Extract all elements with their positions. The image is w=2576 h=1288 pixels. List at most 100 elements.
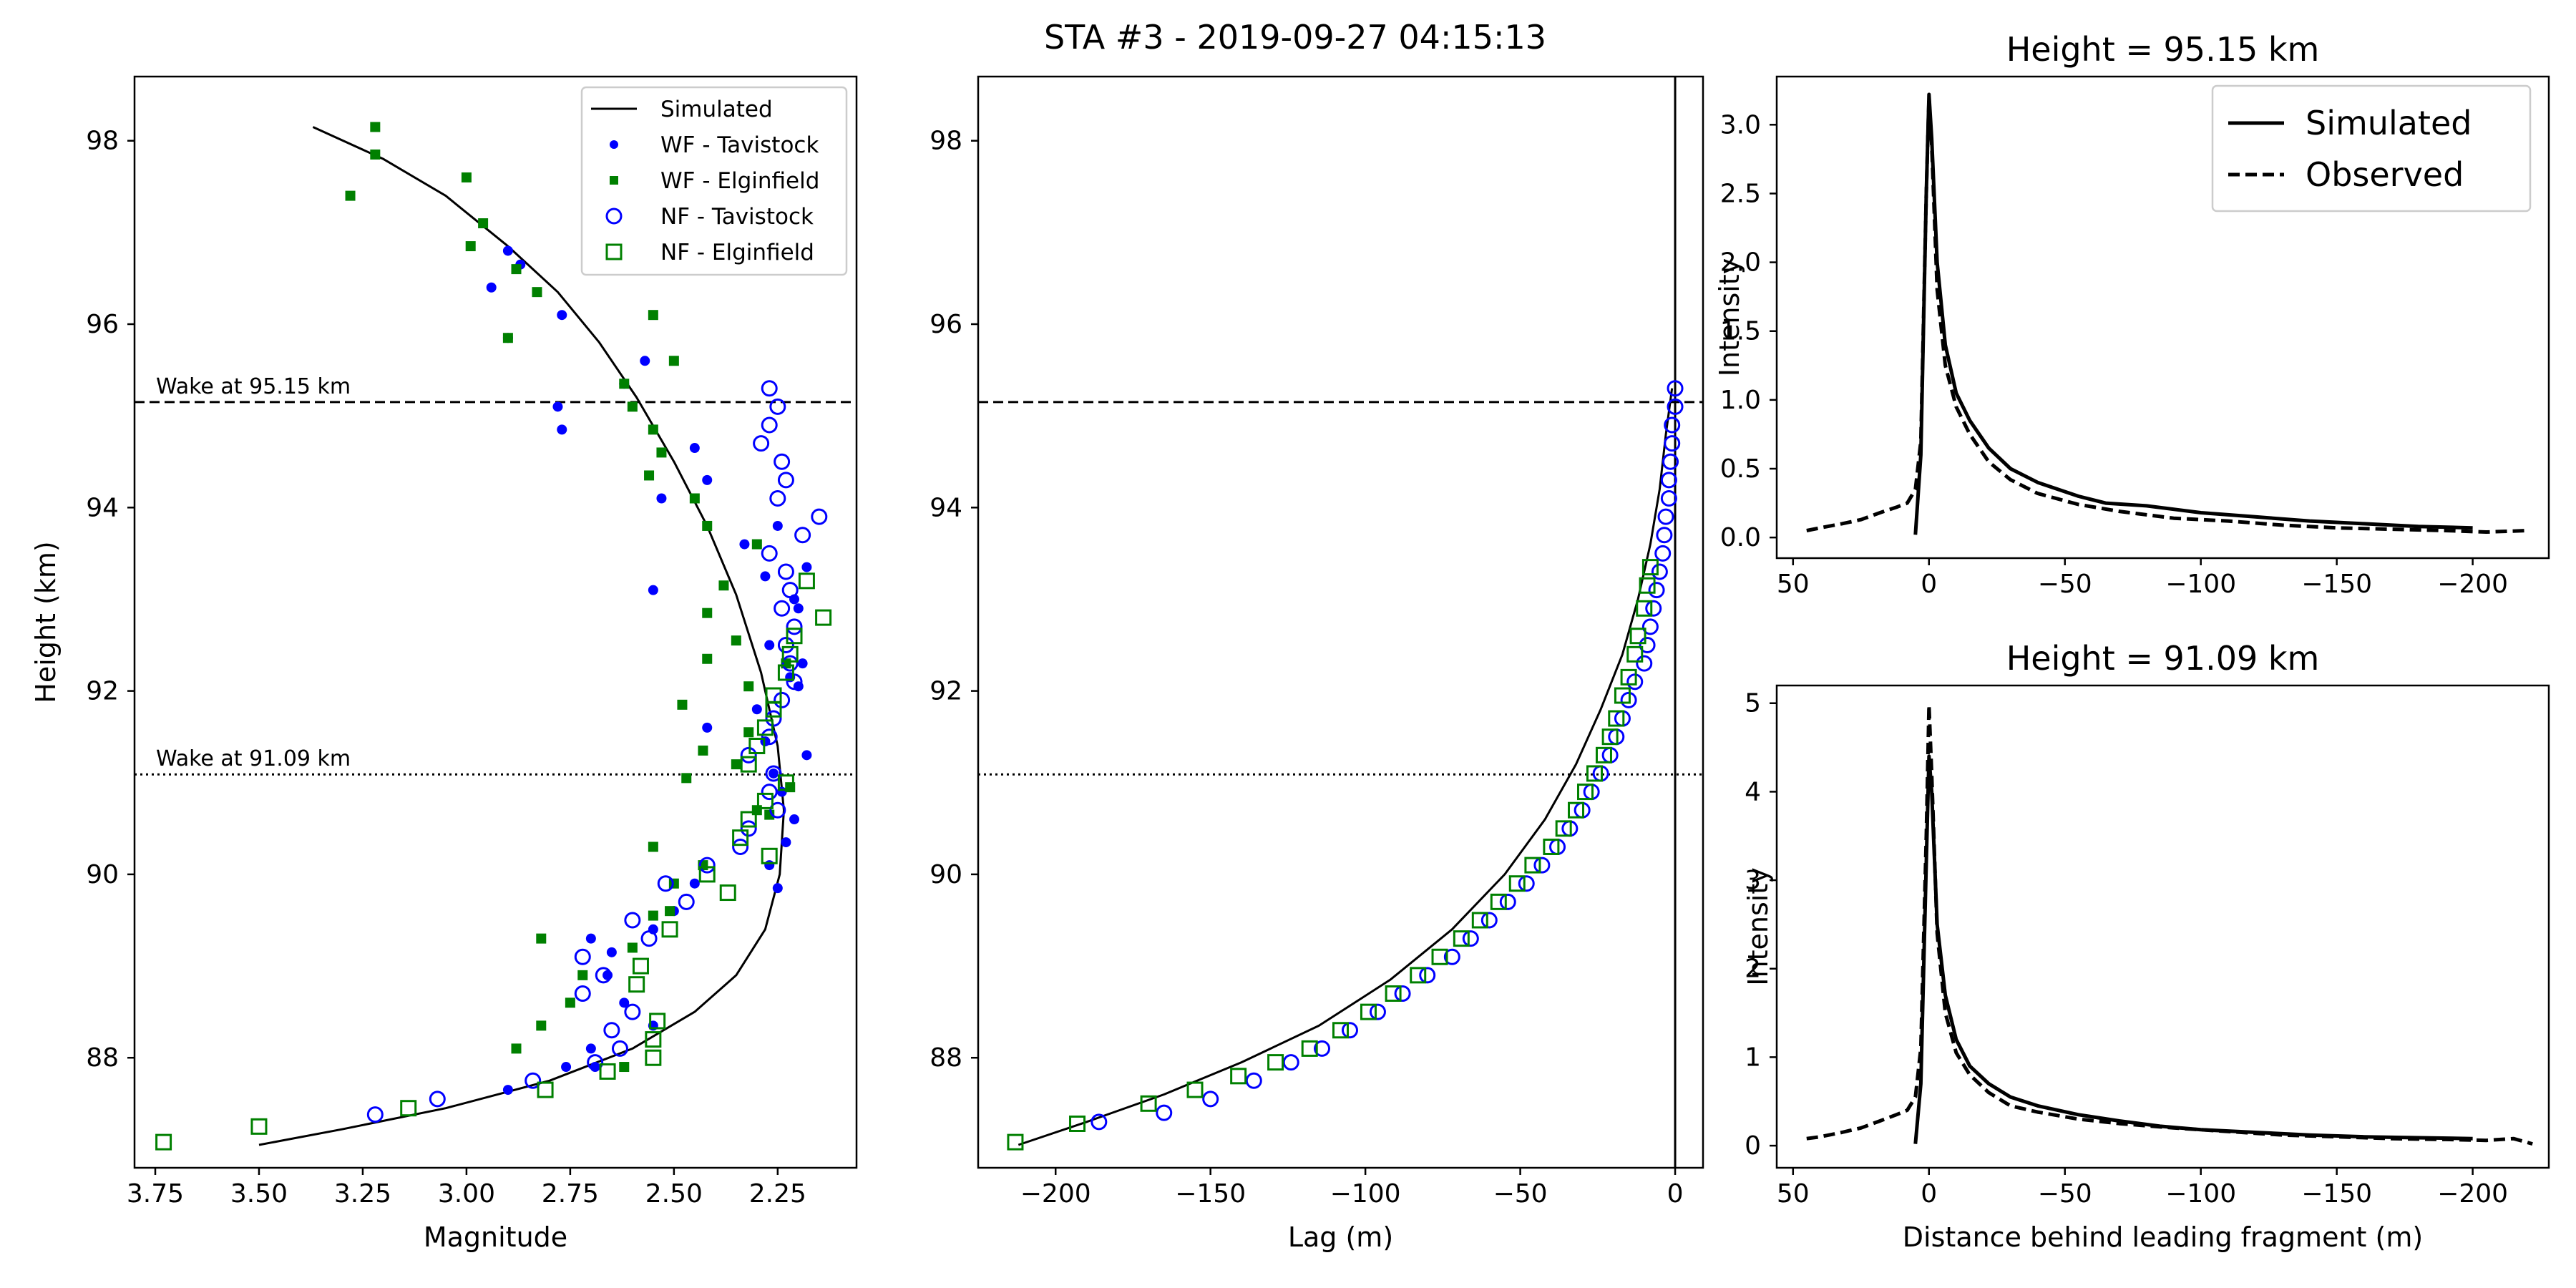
legend: Simulated WF - Tavistock WF - Elginfield NF… [580, 86, 848, 276]
data-point [764, 860, 775, 871]
y-tick-label: 0.0 [1720, 523, 1761, 552]
data-point [665, 906, 675, 917]
x-tick-label: −100 [2165, 570, 2236, 599]
data-point [632, 957, 649, 975]
chart-title: Height = 95.15 km [2006, 30, 2320, 69]
data-point [648, 310, 658, 321]
data-point [1660, 489, 1677, 507]
data-point [1360, 1003, 1377, 1020]
data-point [777, 664, 794, 681]
data-point [1524, 857, 1541, 874]
data-point [718, 580, 729, 591]
data-point [565, 997, 575, 1008]
data-point [502, 333, 513, 343]
data-point [648, 585, 658, 595]
data-point [1508, 875, 1526, 892]
data-point [1662, 453, 1679, 470]
data-point [552, 401, 563, 412]
data-point [1091, 1113, 1108, 1131]
data-point [1636, 655, 1653, 672]
data-point [1499, 893, 1516, 910]
data-point [648, 841, 658, 852]
data-point [1314, 1040, 1331, 1057]
data-point [1664, 416, 1681, 434]
data-point [769, 398, 786, 415]
data-point [656, 447, 667, 458]
data-point [1443, 948, 1460, 965]
y-tick-label: 4 [1745, 777, 1761, 806]
y-tick-label: 0.5 [1720, 454, 1761, 484]
data-point [740, 756, 757, 773]
data-point [640, 356, 650, 366]
y-tick-label: 2 [1745, 955, 1761, 984]
data-point [751, 539, 762, 550]
data-point [756, 719, 774, 736]
data-point [740, 746, 757, 763]
data-point [644, 470, 655, 481]
y-tick-label: 90 [86, 860, 119, 889]
legend: Simulated Observed [2211, 84, 2532, 213]
data-point [1069, 1115, 1086, 1132]
data-point [815, 609, 832, 626]
data-point [781, 582, 799, 599]
data-point [1543, 838, 1560, 855]
data-point [698, 857, 716, 874]
data-point [702, 722, 713, 733]
data-point [465, 241, 476, 252]
data-point [502, 245, 513, 256]
data-point [786, 618, 803, 635]
data-point [1202, 1091, 1219, 1108]
x-tick-label: 3.00 [438, 1179, 495, 1209]
y-tick-label: 3.0 [1720, 110, 1761, 140]
data-point [627, 401, 638, 412]
y-tick-label: 0 [1745, 1131, 1761, 1161]
figure-title: STA #3 - 2019-09-27 04:15:13 [1044, 18, 1546, 57]
data-point [155, 1133, 172, 1151]
data-point [478, 218, 489, 229]
data-point [585, 1043, 596, 1054]
series-line [1806, 703, 2533, 1146]
data-point [502, 1085, 513, 1096]
data-point [1568, 801, 1585, 819]
data-point [1636, 600, 1653, 617]
data-point [793, 603, 804, 614]
data-point [702, 520, 713, 531]
data-point [645, 1031, 662, 1048]
y-tick-label: 88 [86, 1043, 119, 1073]
data-point [797, 658, 808, 669]
legend-marker [605, 208, 623, 225]
x-tick-label: −150 [2301, 570, 2372, 599]
data-point [740, 820, 757, 837]
data-point [761, 416, 778, 434]
data-point [761, 545, 778, 562]
data-point [511, 1043, 522, 1054]
x-tick-label: 0 [1921, 1179, 1937, 1209]
data-point [761, 847, 778, 864]
data-point [648, 424, 658, 435]
data-point [1282, 1054, 1299, 1071]
data-point [731, 635, 741, 646]
data-point [765, 701, 782, 718]
data-point [1667, 380, 1684, 397]
data-point [1629, 628, 1646, 645]
data-point [1462, 930, 1479, 947]
plot-area-wake1 [1806, 92, 2527, 535]
data-point [789, 814, 800, 825]
data-point [1651, 563, 1668, 580]
data-point [1140, 1095, 1157, 1112]
data-point [739, 539, 750, 550]
data-point [1480, 912, 1498, 929]
data-point [1533, 857, 1551, 874]
data-point [1667, 398, 1684, 415]
data-point [798, 572, 815, 590]
data-point [765, 710, 782, 727]
data-point [698, 745, 708, 756]
chart-panel-mag: Wake at 95.15 km Wake at 91.09 km 3.75 3.50… [30, 75, 858, 1253]
data-point [1518, 875, 1535, 892]
data-point [628, 976, 645, 993]
x-tick-label: 2.50 [645, 1179, 703, 1209]
data-point [689, 443, 700, 454]
data-point [668, 356, 679, 366]
legend-frame [580, 86, 848, 276]
data-point [1657, 508, 1674, 525]
